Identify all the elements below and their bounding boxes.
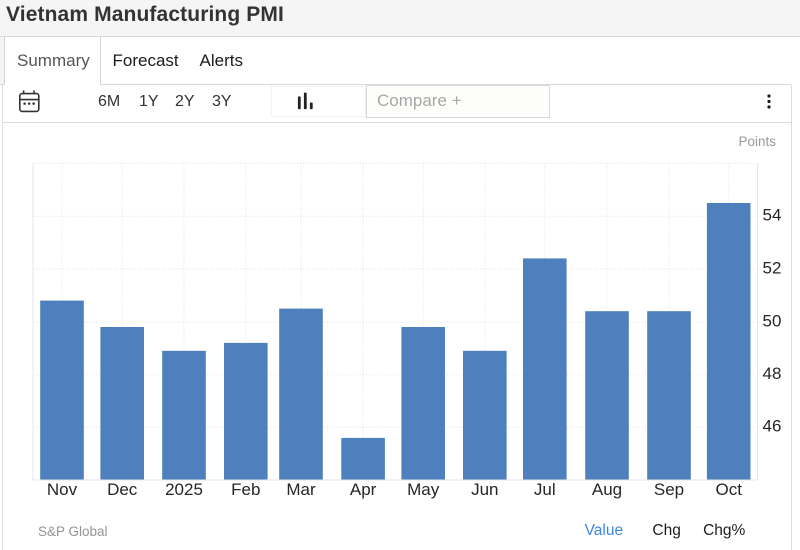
svg-text:Apr: Apr [350, 480, 377, 499]
svg-text:Feb: Feb [231, 480, 260, 499]
svg-text:Chg: Chg [652, 522, 680, 539]
svg-text:Chg%: Chg% [703, 522, 745, 539]
svg-text:52: 52 [763, 258, 782, 277]
svg-text:50: 50 [763, 312, 782, 331]
svg-text:S&P Global: S&P Global [38, 524, 108, 539]
svg-text:Mar: Mar [286, 480, 316, 499]
svg-text:Jun: Jun [471, 480, 498, 499]
svg-text:Nov: Nov [47, 480, 78, 499]
svg-text:2025: 2025 [165, 480, 203, 499]
svg-text:May: May [407, 480, 440, 499]
svg-text:46: 46 [763, 417, 782, 436]
svg-text:Jul: Jul [534, 480, 556, 499]
svg-text:54: 54 [763, 206, 782, 225]
svg-text:Oct: Oct [715, 480, 742, 499]
svg-text:Aug: Aug [592, 480, 622, 499]
svg-text:Sep: Sep [654, 480, 684, 499]
svg-text:Value: Value [585, 522, 624, 539]
svg-text:Points: Points [738, 134, 776, 149]
svg-text:48: 48 [763, 364, 782, 383]
svg-text:Dec: Dec [107, 480, 138, 499]
